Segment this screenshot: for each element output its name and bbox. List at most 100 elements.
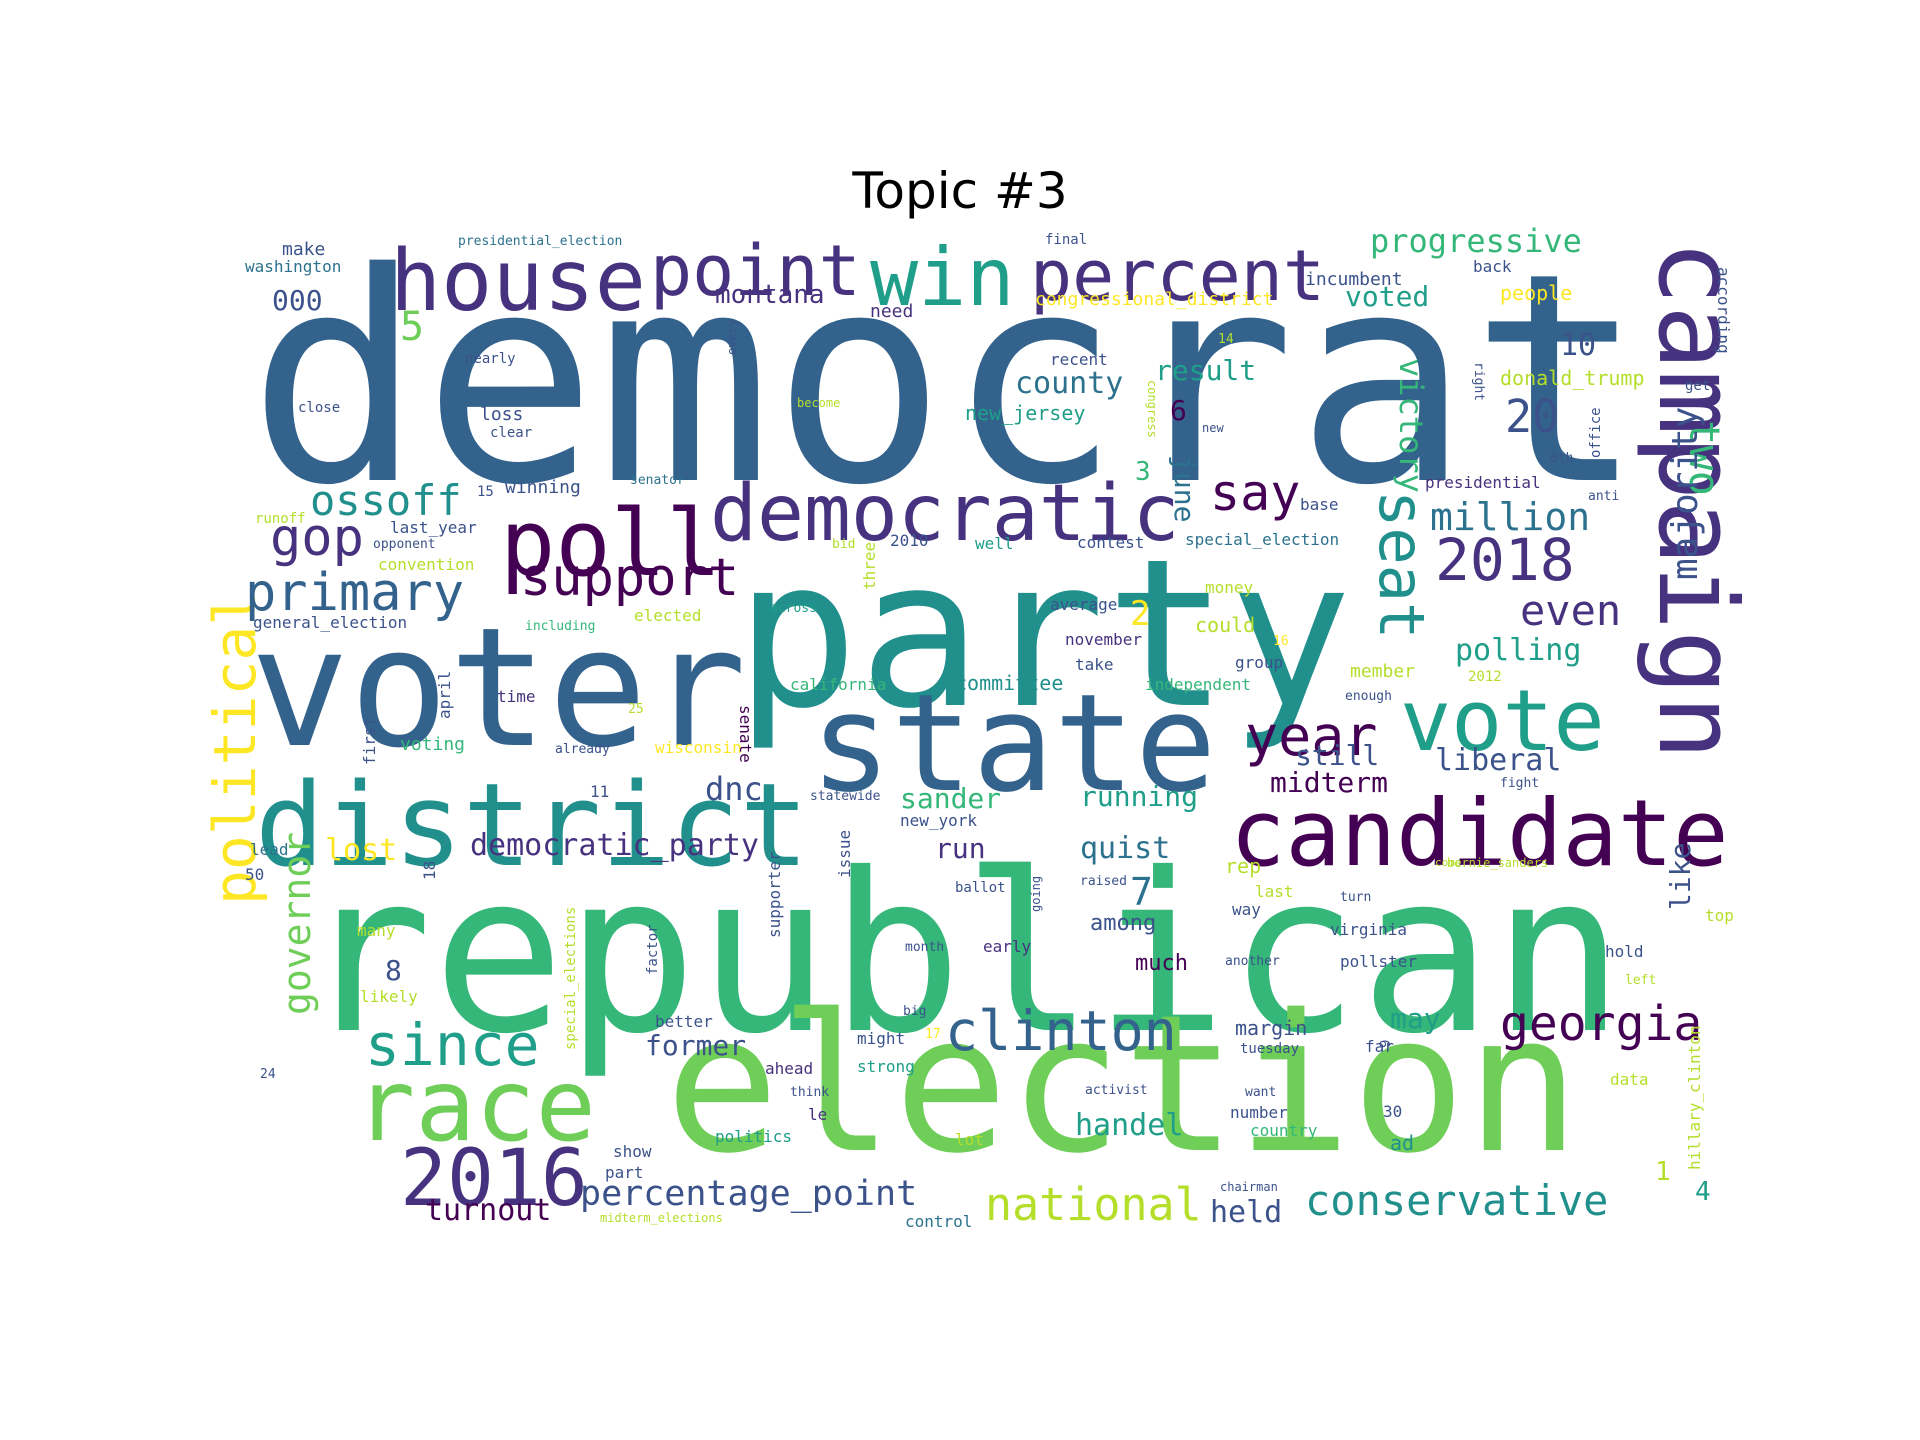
word-voted: voted [1345,280,1429,313]
word-state: state [810,665,1216,822]
word-california: california [790,675,886,694]
word-turnout: turnout [425,1193,551,1228]
word-republican: republican [300,826,1625,1082]
word-become: become [797,396,840,410]
word-former: former [645,1029,746,1062]
word-14: 14 [1218,332,1234,347]
word-candidate: candidate [1230,780,1729,887]
word-30: 30 [1383,1102,1402,1121]
word-senator: senator [630,473,685,488]
word-convention: convention [378,555,474,574]
word-seat: seat [1365,490,1438,639]
word-campaign: campaign [1634,240,1759,760]
word-ad: ad [1390,1131,1414,1155]
word-could: could [1195,613,1255,637]
word-25: 25 [628,702,644,717]
word-contest: contest [1077,533,1144,552]
word-congress: congress [1145,380,1159,438]
word-issue: issue [835,830,854,878]
word-activist: activist [1085,1083,1148,1098]
word-15: 15 [477,484,494,500]
word-senate: senate [736,705,755,763]
word-georgia: georgia [1500,996,1702,1052]
word-last-year: last_year [390,518,477,537]
word-7: 7 [1130,870,1153,914]
word-20: 20 [1505,390,1559,443]
word-polling: polling [1455,633,1581,668]
word-democratic: democratic [710,469,1180,559]
word-50: 50 [245,865,264,884]
word-clear: clear [490,425,532,441]
word-politics: politics [715,1127,792,1146]
word-montana: montana [715,280,825,310]
figure-title: Topic #3 [852,162,1068,220]
word-may: may [1390,1002,1441,1035]
word-statewide: statewide [810,789,881,804]
word-three: three [860,542,879,590]
word-24: 24 [260,1067,276,1082]
word-midterm-elections: midterm_elections [600,1211,723,1225]
word-8: 8 [385,954,402,987]
word-quist: quist [1080,831,1170,866]
word-final: final [1045,232,1087,248]
word-enough: enough [1345,689,1392,704]
word-win: win [870,231,1015,324]
word-000: 000 [272,284,323,317]
word-new: new [1202,421,1224,435]
word-fight: fight [1500,776,1539,791]
word-3: 3 [1135,457,1151,487]
word-likely: likely [360,987,418,1006]
word-many: many [357,921,396,940]
word-6: 6 [1170,394,1187,427]
word-elected: elected [634,606,701,625]
word-congressional-district: congressional_district [1035,289,1273,310]
word-raised: raised [1080,874,1127,889]
word-held: held [1210,1195,1282,1230]
word-4: 4 [1695,1177,1711,1207]
word-early: early [983,937,1032,956]
word-want: want [1245,1085,1276,1100]
word-run: run [935,832,986,865]
word-since: since [365,1011,540,1079]
word-people: people [1500,281,1572,305]
word-opponent: opponent [373,537,436,552]
word-1: 1 [1655,1157,1671,1187]
word-running: running [1080,780,1198,813]
word-might: might [857,1029,905,1048]
word-17: 17 [925,1027,941,1042]
word-hillary-clinton: hillary_clinton [1685,1026,1704,1171]
word-say: say [1210,464,1300,522]
word-washington: washington [245,257,341,276]
word-close: close [298,400,340,416]
word-office: office [1588,407,1604,458]
word-county: county [1015,366,1123,401]
word-well: well [975,534,1014,553]
word-another: another [1225,954,1280,969]
word-rep: rep [1225,854,1261,878]
word-voting: voting [400,734,465,755]
word-going: going [1029,876,1043,912]
word-gop: gop [270,508,364,568]
word-time: time [497,687,536,706]
word-result: result [1155,354,1256,387]
word-2010: 2010 [890,531,929,550]
word-far: far [1365,1037,1394,1056]
word-country: country [1250,1121,1318,1140]
word-poll: poll [500,490,722,597]
word-left: left [1625,973,1656,988]
word-ballot: ballot [955,880,1006,896]
word-think: think [790,1085,829,1100]
word-turn: turn [1340,890,1371,905]
word-according: according [1714,267,1733,354]
word-come: come [1435,856,1462,869]
word-liberal: liberal [1435,743,1561,778]
word-take: take [1075,655,1114,674]
word-2016: 2016 [400,1134,588,1224]
word-april: april [435,671,454,719]
word-special-election: special_election [1185,530,1339,549]
word-number: number [1230,1103,1288,1122]
word-vote: vote [1400,672,1605,771]
word-average: average [1050,595,1117,614]
word-supporter: supporter [765,851,784,938]
word-margin: margin [1235,1016,1307,1040]
